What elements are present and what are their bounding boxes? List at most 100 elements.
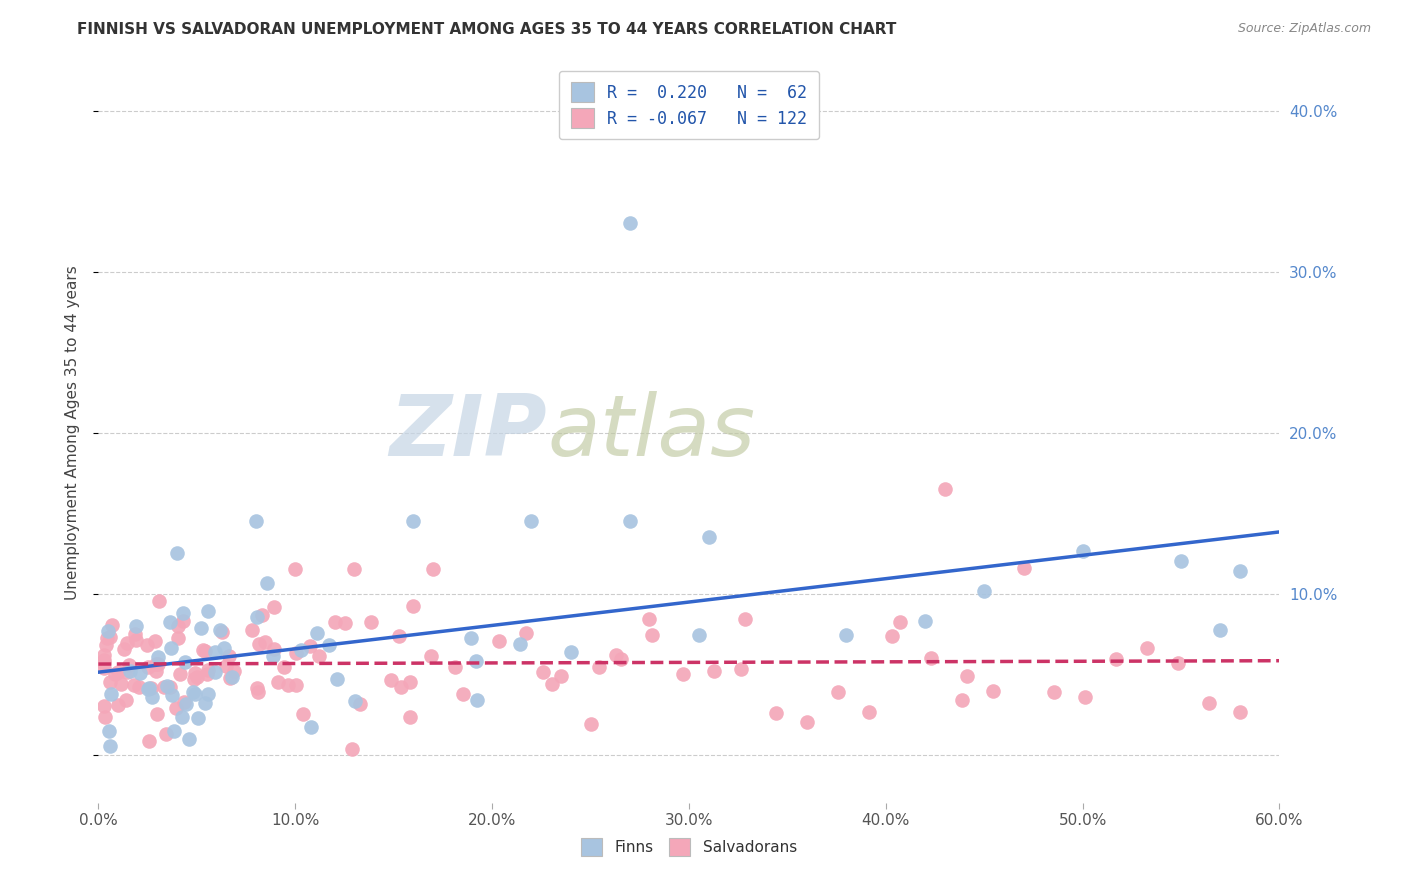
- Point: [246, 685, 269, 699]
- Point: [1167, 656, 1189, 670]
- Point: [242, 624, 264, 638]
- Text: ZIP: ZIP: [389, 391, 547, 475]
- Point: [263, 600, 285, 615]
- Point: [197, 604, 219, 618]
- Point: [138, 734, 160, 748]
- Point: [98, 630, 121, 644]
- Point: [246, 610, 269, 624]
- Point: [128, 665, 150, 680]
- Point: [159, 680, 181, 694]
- Point: [93, 699, 115, 714]
- Point: [273, 660, 295, 674]
- Point: [93, 648, 115, 663]
- Point: [981, 684, 1004, 698]
- Point: [172, 614, 194, 628]
- Point: [399, 710, 422, 724]
- Point: [98, 674, 121, 689]
- Point: [638, 612, 661, 626]
- Point: [141, 690, 163, 704]
- Point: [277, 677, 299, 691]
- Point: [172, 606, 194, 620]
- Point: [1074, 690, 1097, 704]
- Point: [1170, 554, 1192, 568]
- Point: [194, 697, 217, 711]
- Point: [256, 575, 278, 590]
- Point: [122, 678, 145, 692]
- Point: [520, 514, 543, 528]
- Point: [138, 681, 160, 696]
- Point: [388, 629, 411, 643]
- Point: [950, 693, 973, 707]
- Text: atlas: atlas: [547, 391, 755, 475]
- Point: [380, 673, 402, 687]
- Point: [247, 637, 270, 651]
- Point: [215, 659, 238, 673]
- Point: [285, 646, 308, 660]
- Point: [190, 621, 212, 635]
- Point: [159, 615, 181, 629]
- Point: [148, 594, 170, 608]
- Point: [115, 665, 138, 680]
- Point: [167, 631, 190, 645]
- Point: [488, 633, 510, 648]
- Point: [1105, 652, 1128, 666]
- Point: [1136, 640, 1159, 655]
- Point: [835, 628, 858, 642]
- Point: [96, 631, 118, 645]
- Point: [169, 667, 191, 681]
- Point: [889, 615, 911, 629]
- Point: [93, 661, 115, 675]
- Point: [1071, 544, 1094, 558]
- Point: [211, 624, 233, 639]
- Legend: Finns, Salvadorans: Finns, Salvadorans: [575, 832, 803, 862]
- Point: [465, 654, 488, 668]
- Point: [1012, 561, 1035, 575]
- Point: [298, 639, 321, 653]
- Point: [165, 701, 187, 715]
- Point: [672, 666, 695, 681]
- Point: [112, 642, 135, 657]
- Point: [146, 706, 169, 721]
- Point: [343, 562, 366, 576]
- Point: [98, 724, 121, 739]
- Point: [115, 693, 138, 707]
- Point: [166, 619, 188, 633]
- Point: [858, 705, 880, 719]
- Point: [308, 648, 330, 663]
- Point: [163, 723, 186, 738]
- Point: [155, 726, 177, 740]
- Y-axis label: Unemployment Among Ages 35 to 44 years: Unemployment Among Ages 35 to 44 years: [65, 265, 80, 600]
- Point: [299, 720, 322, 734]
- Point: [174, 698, 197, 712]
- Point: [146, 650, 169, 665]
- Point: [641, 628, 664, 642]
- Point: [1198, 696, 1220, 710]
- Point: [184, 665, 207, 680]
- Point: [195, 667, 218, 681]
- Point: [340, 741, 363, 756]
- Point: [697, 530, 720, 544]
- Point: [152, 680, 174, 694]
- Point: [148, 657, 170, 671]
- Point: [349, 697, 371, 711]
- Point: [219, 671, 242, 685]
- Point: [402, 514, 425, 528]
- Point: [136, 682, 159, 697]
- Point: [110, 677, 132, 691]
- Point: [100, 687, 122, 701]
- Text: FINNISH VS SALVADORAN UNEMPLOYMENT AMONG AGES 35 TO 44 YEARS CORRELATION CHART: FINNISH VS SALVADORAN UNEMPLOYMENT AMONG…: [77, 22, 897, 37]
- Point: [172, 709, 194, 723]
- Point: [419, 648, 441, 663]
- Point: [160, 688, 183, 702]
- Point: [453, 687, 475, 701]
- Point: [509, 637, 531, 651]
- Point: [955, 669, 977, 683]
- Point: [245, 514, 267, 528]
- Point: [360, 615, 382, 629]
- Point: [688, 628, 710, 642]
- Point: [262, 649, 284, 664]
- Point: [267, 674, 290, 689]
- Point: [285, 678, 308, 692]
- Point: [550, 668, 572, 682]
- Point: [93, 656, 115, 670]
